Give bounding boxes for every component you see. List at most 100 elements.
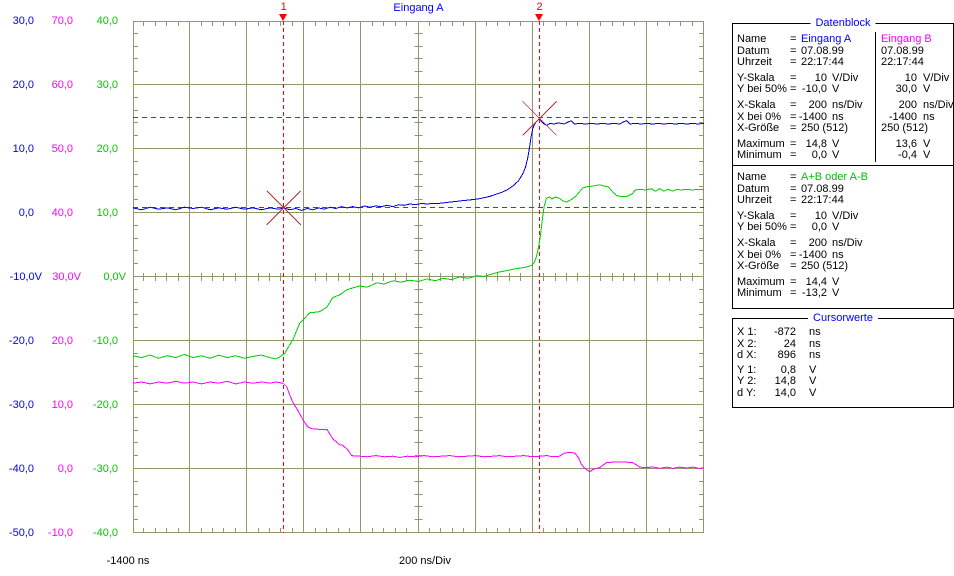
y-axis-label: 10,0 bbox=[51, 399, 73, 411]
value: 250 (512) bbox=[801, 260, 849, 273]
unit-a: V bbox=[832, 149, 840, 162]
equals-sign: = bbox=[790, 83, 797, 96]
value: 07.08.99 bbox=[801, 182, 844, 195]
y-axis-label: 30,0 bbox=[96, 79, 118, 91]
field-label: X 2: bbox=[737, 337, 757, 350]
unit: V bbox=[832, 221, 840, 234]
field-label: Name bbox=[737, 171, 767, 183]
y-axis-label: 40,0 bbox=[51, 207, 73, 219]
y-axis-label: 30,0 bbox=[12, 15, 34, 27]
value-a: -1400 bbox=[798, 110, 827, 123]
y-axis-label: 30,0V bbox=[52, 271, 81, 283]
value: 0,0 bbox=[811, 221, 827, 234]
column-divider bbox=[875, 32, 876, 162]
row-y-bei-50: Y bei 50% = -10,0 V 30,0 V bbox=[733, 84, 953, 96]
equals-sign: = bbox=[790, 44, 797, 57]
unit: ns/Div bbox=[832, 236, 863, 249]
cursor-1-marker[interactable]: 1 bbox=[280, 1, 287, 13]
cursor-2-handle-icon[interactable] bbox=[535, 14, 544, 21]
field-label: Minimum bbox=[737, 287, 782, 300]
field-label: d Y: bbox=[737, 386, 756, 399]
field-label: Y-Skala bbox=[737, 71, 775, 84]
cursor-1-handle-icon[interactable] bbox=[279, 14, 288, 21]
equals-sign: = bbox=[790, 171, 797, 183]
value-a: 10 bbox=[814, 71, 827, 84]
unit-a: V bbox=[832, 137, 840, 150]
field-label: X-Skala bbox=[737, 98, 776, 111]
row-x-skala: X-Skala = 200 ns/Div 200 ns/Div bbox=[733, 98, 954, 112]
field-label: X bei 0% bbox=[737, 248, 782, 261]
y-axis-labels-eingang-b: 70,0 60,0 50,0 40,0 30,0V 20,0 10,0 0,0 … bbox=[39, 0, 81, 576]
row-y-bei-50: Y bei 50% = 0,0 V bbox=[733, 222, 953, 234]
trace-eingang-a bbox=[132, 117, 705, 211]
row-name: Name = Eingang A Eingang B bbox=[733, 33, 953, 46]
y-axis-label: 10,0 bbox=[12, 143, 34, 155]
value-b: 250 (512) bbox=[881, 122, 929, 135]
field-label: Y bei 50% bbox=[737, 221, 787, 234]
row-x2: X 2: 24 ns bbox=[733, 337, 953, 351]
field-label: Datum bbox=[737, 182, 770, 195]
waveform-plot[interactable] bbox=[132, 21, 705, 533]
datenblock-panel: Datenblock Name = Eingang A Eingang B Dat… bbox=[732, 17, 954, 309]
field-label: Y 1: bbox=[737, 363, 757, 376]
unit: ns bbox=[809, 337, 821, 350]
y-axis-label: -20,0 bbox=[92, 399, 118, 411]
row-datum: Datum = 07.08.99 07.08.99 bbox=[733, 44, 953, 58]
value: -872 bbox=[773, 326, 796, 338]
equals-sign: = bbox=[790, 71, 797, 84]
row-uhrzeit: Uhrzeit = 22:17:44 bbox=[733, 195, 953, 207]
equals-sign: = bbox=[790, 260, 797, 273]
equals-sign: = bbox=[790, 98, 797, 111]
equals-sign: = bbox=[790, 56, 797, 69]
value-b: 10 bbox=[904, 71, 917, 84]
value-b: 13,6 bbox=[895, 137, 917, 150]
row-y-skala: Y-Skala = 10 V/Div 10 V/Div bbox=[733, 71, 953, 85]
x-axis-start-label: -1400 ns bbox=[106, 555, 150, 567]
unit: ns bbox=[809, 349, 821, 362]
field-label: Minimum bbox=[737, 149, 782, 162]
field-label: X-Größe bbox=[737, 260, 780, 273]
unit-b: ns bbox=[923, 110, 935, 123]
unit: V bbox=[832, 287, 840, 300]
unit-a: ns/Div bbox=[832, 98, 863, 111]
field-label: Datum bbox=[737, 44, 770, 57]
unit-a: V bbox=[832, 83, 840, 96]
value-b: -1400 bbox=[888, 110, 917, 123]
value: 24 bbox=[783, 337, 796, 350]
field-label: Maximum bbox=[737, 137, 785, 150]
value-a: 14,8 bbox=[805, 137, 827, 150]
value-b: 200 bbox=[898, 98, 917, 111]
field-label: X 1: bbox=[737, 326, 757, 338]
field-label: Y 2: bbox=[737, 375, 757, 388]
y-axis-label: -40,0 bbox=[8, 463, 34, 475]
equals-sign: = bbox=[790, 221, 797, 234]
field-label: Name bbox=[737, 33, 767, 45]
y-axis-labels-a-minus-b: 40,0 30,0 20,0 10,0 0,0V -10,0 -20,0 -30… bbox=[84, 0, 126, 576]
field-label: d X: bbox=[737, 349, 757, 362]
value: 200 bbox=[808, 236, 827, 249]
row-x1: X 1: -872 ns bbox=[733, 326, 953, 339]
y-axis-label: -10,0V bbox=[9, 271, 42, 283]
y-axis-label: -10,0 bbox=[92, 335, 118, 347]
y-axis-label: 20,0 bbox=[12, 79, 34, 91]
value-b: 07.08.99 bbox=[881, 44, 924, 57]
y-axis-label: 0,0 bbox=[18, 207, 34, 219]
row-maximum: Maximum = 14,4 V bbox=[733, 275, 953, 289]
datenblock-math-channel: Name = A+B oder A-B Datum = 07.08.99 Uhrze… bbox=[733, 171, 953, 300]
y-axis-label: 60,0 bbox=[51, 79, 73, 91]
cursor-2-marker[interactable]: 2 bbox=[536, 1, 543, 13]
value-a: 250 (512) bbox=[801, 122, 849, 135]
value-b: -0,4 bbox=[898, 149, 917, 162]
value: -1400 bbox=[798, 248, 827, 261]
equals-sign: = bbox=[790, 209, 797, 222]
field-label: Maximum bbox=[737, 275, 785, 288]
equals-sign: = bbox=[790, 149, 797, 162]
row-x-bei-0: X bei 0% = -1400 ns -1400 ns bbox=[733, 110, 953, 124]
value-b: 30,0 bbox=[895, 83, 917, 96]
unit: V bbox=[809, 363, 817, 376]
field-label: X-Skala bbox=[737, 236, 776, 249]
field-label: Y bei 50% bbox=[737, 83, 787, 96]
equals-sign: = bbox=[790, 194, 797, 207]
value-b: 22:17:44 bbox=[881, 56, 924, 69]
unit-b: ns/Div bbox=[923, 98, 954, 111]
